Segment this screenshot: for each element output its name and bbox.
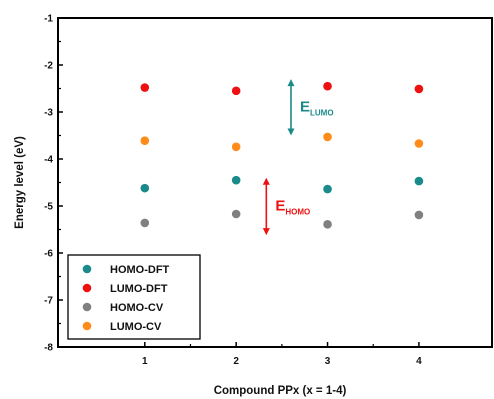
x-tick-label: 3 [325,356,331,367]
y-tick-label: -8 [44,343,53,354]
y-tick-label: -7 [44,296,53,307]
arrowhead-up-lumo [287,79,295,87]
y-tick-label: -4 [44,155,53,166]
arrowhead-down-homo [262,228,270,236]
legend-marker-homo-cv [82,302,92,312]
x-tick-label: 4 [416,356,422,367]
point-lumo-cv [140,136,150,145]
y-tick-label: -6 [44,249,53,260]
y-tick-label: -2 [44,61,53,72]
y-tick-label: -5 [44,202,53,213]
arrowhead-down-lumo [287,128,295,136]
point-homo-cv [140,218,150,228]
x-tick-label: 2 [233,356,239,367]
point-lumo-dft [323,81,332,91]
point-homo-dft [323,184,332,194]
arrowhead-up-homo [262,177,270,185]
data-points-layer [140,81,424,229]
point-homo-dft [414,176,424,186]
point-lumo-cv [414,139,424,148]
legend-label-homo-cv: HOMO-CV [110,302,164,314]
point-homo-cv [323,220,332,229]
legend-marker-lumo-dft [82,283,92,293]
point-homo-cv [231,209,241,219]
y-tick-label: -1 [44,14,53,25]
y-axis-title: Energy level (eV) [14,136,26,229]
point-lumo-dft [414,84,424,94]
point-lumo-dft [231,86,241,96]
plot-frame [57,17,493,348]
y-tick-label: -3 [44,108,53,119]
ticks-layer: -8 -7 -6 -5 -4 -3 -2 -1 1 2 3 4 [44,14,422,368]
x-tick-label: 1 [142,356,148,367]
legend-label-lumo-dft: LUMO-DFT [110,283,168,295]
x-axis-title: Compound PPx (x = 1-4) [214,385,347,397]
legend-label-homo-dft: HOMO-DFT [110,264,170,276]
legend: HOMO-DFT LUMO-DFT HOMO-CV LUMO-CV [67,254,201,340]
legend-marker-lumo-cv [82,321,92,331]
point-homo-dft [140,183,150,193]
point-lumo-dft [140,83,150,92]
point-lumo-cv [231,142,241,152]
annotation-label-lumo: ELUMO [300,98,334,117]
annotation-label-homo: EHOMO [275,197,310,216]
point-lumo-cv [323,132,332,142]
legend-marker-homo-dft [82,264,92,274]
legend-label-lumo-cv: LUMO-CV [110,321,162,333]
annotations-layer: ELUMO EHOMO [262,79,334,236]
point-homo-cv [414,210,424,220]
point-homo-dft [231,175,241,185]
